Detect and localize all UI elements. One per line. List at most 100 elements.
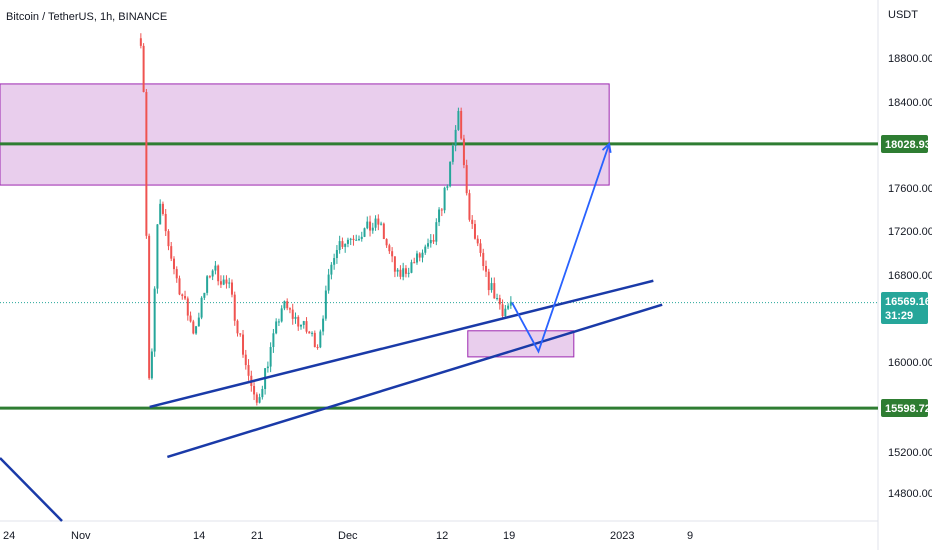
candle-body <box>297 316 300 327</box>
candle-body <box>233 294 236 321</box>
candle-body <box>432 239 435 242</box>
candle-body <box>322 318 325 332</box>
supply-zone[interactable] <box>0 83 610 186</box>
candle-body <box>410 262 413 273</box>
candle-body <box>435 222 438 242</box>
projection-path[interactable] <box>511 143 611 354</box>
candle-body <box>479 243 482 253</box>
candle-body <box>219 281 222 285</box>
time-tick: 12 <box>436 530 448 542</box>
candle-body <box>399 269 402 277</box>
resistance-price-label: 18028.93 <box>885 139 931 151</box>
candle-body <box>197 317 200 327</box>
candle-body <box>294 316 297 319</box>
candle-body <box>222 279 225 285</box>
candle-body <box>421 252 424 258</box>
candle-body <box>443 187 446 211</box>
candle-body <box>153 288 156 352</box>
candle-body <box>167 231 170 247</box>
candle-body <box>388 245 391 252</box>
candle-body <box>159 203 162 225</box>
candle-body <box>335 250 338 259</box>
candle-body <box>203 292 206 298</box>
candle-body <box>206 276 209 293</box>
candle-body <box>465 165 468 194</box>
candle-body <box>402 268 405 277</box>
demand-zone[interactable] <box>467 330 575 358</box>
candle-body <box>490 283 493 291</box>
candle-body <box>192 321 195 334</box>
channel-lower-trendline[interactable] <box>166 303 663 459</box>
candle-body <box>200 297 203 318</box>
candle-body <box>142 45 145 92</box>
candle-body <box>139 38 142 46</box>
candle-body <box>393 256 396 272</box>
candle-body <box>269 347 272 367</box>
candle-body <box>352 238 355 241</box>
candle-body <box>319 331 322 348</box>
candle-body <box>164 213 167 232</box>
candle-body <box>344 243 347 247</box>
candle-body <box>460 110 463 139</box>
candle-body <box>156 224 159 289</box>
candle-body <box>449 161 452 187</box>
candle-body <box>230 282 233 295</box>
candle-body <box>363 228 366 237</box>
candle-body <box>316 346 319 348</box>
candle-body <box>476 238 479 244</box>
old-downtrend-line[interactable] <box>0 457 63 522</box>
candle-body <box>427 243 430 247</box>
candle-body <box>369 221 372 231</box>
candle-body <box>396 269 399 272</box>
time-tick: 19 <box>503 530 515 542</box>
candle-body <box>283 301 286 309</box>
candle-body <box>366 221 369 229</box>
candle-body <box>244 354 247 366</box>
candle-body <box>438 209 441 223</box>
price-tick: 18800.00 <box>888 53 932 65</box>
candle-body <box>404 268 407 274</box>
candle-body <box>380 223 383 225</box>
candle-body <box>253 385 256 395</box>
candle-body <box>374 218 377 228</box>
candle-body <box>485 265 488 272</box>
candle-body <box>300 324 303 327</box>
price-tick: 17200.00 <box>888 226 932 238</box>
candle-body <box>385 239 388 246</box>
price-tick: 16000.00 <box>888 357 932 369</box>
candle-body <box>145 91 148 236</box>
candle-body <box>504 308 507 317</box>
candle-body <box>175 269 178 279</box>
candle-body <box>487 271 490 291</box>
candle-body <box>424 246 427 253</box>
candle-body <box>247 365 250 376</box>
channel-upper-trendline[interactable] <box>149 279 654 409</box>
candle-body <box>457 110 460 130</box>
candle-body <box>172 258 175 270</box>
candle-body <box>413 262 416 264</box>
candle-body <box>161 203 164 214</box>
candle-body <box>184 296 187 299</box>
candle-body <box>208 276 211 278</box>
projection-arrowhead <box>601 142 612 153</box>
price-tick: 15200.00 <box>888 447 932 459</box>
candle-body <box>228 282 231 284</box>
candle-body <box>302 321 305 325</box>
candle-body <box>482 252 485 266</box>
candle-body <box>275 321 278 334</box>
time-tick: Nov <box>71 530 91 542</box>
candle-body <box>360 236 363 239</box>
candle-body <box>255 394 258 403</box>
candle-body <box>324 290 327 319</box>
candle-body <box>211 270 214 277</box>
time-tick: 14 <box>193 530 205 542</box>
candle-body <box>429 239 432 244</box>
candle-body <box>415 253 418 263</box>
candle-body <box>377 218 380 225</box>
candle-body <box>170 246 173 259</box>
candle-body <box>181 294 184 297</box>
candle-body <box>214 265 217 271</box>
candle-body <box>313 332 316 347</box>
